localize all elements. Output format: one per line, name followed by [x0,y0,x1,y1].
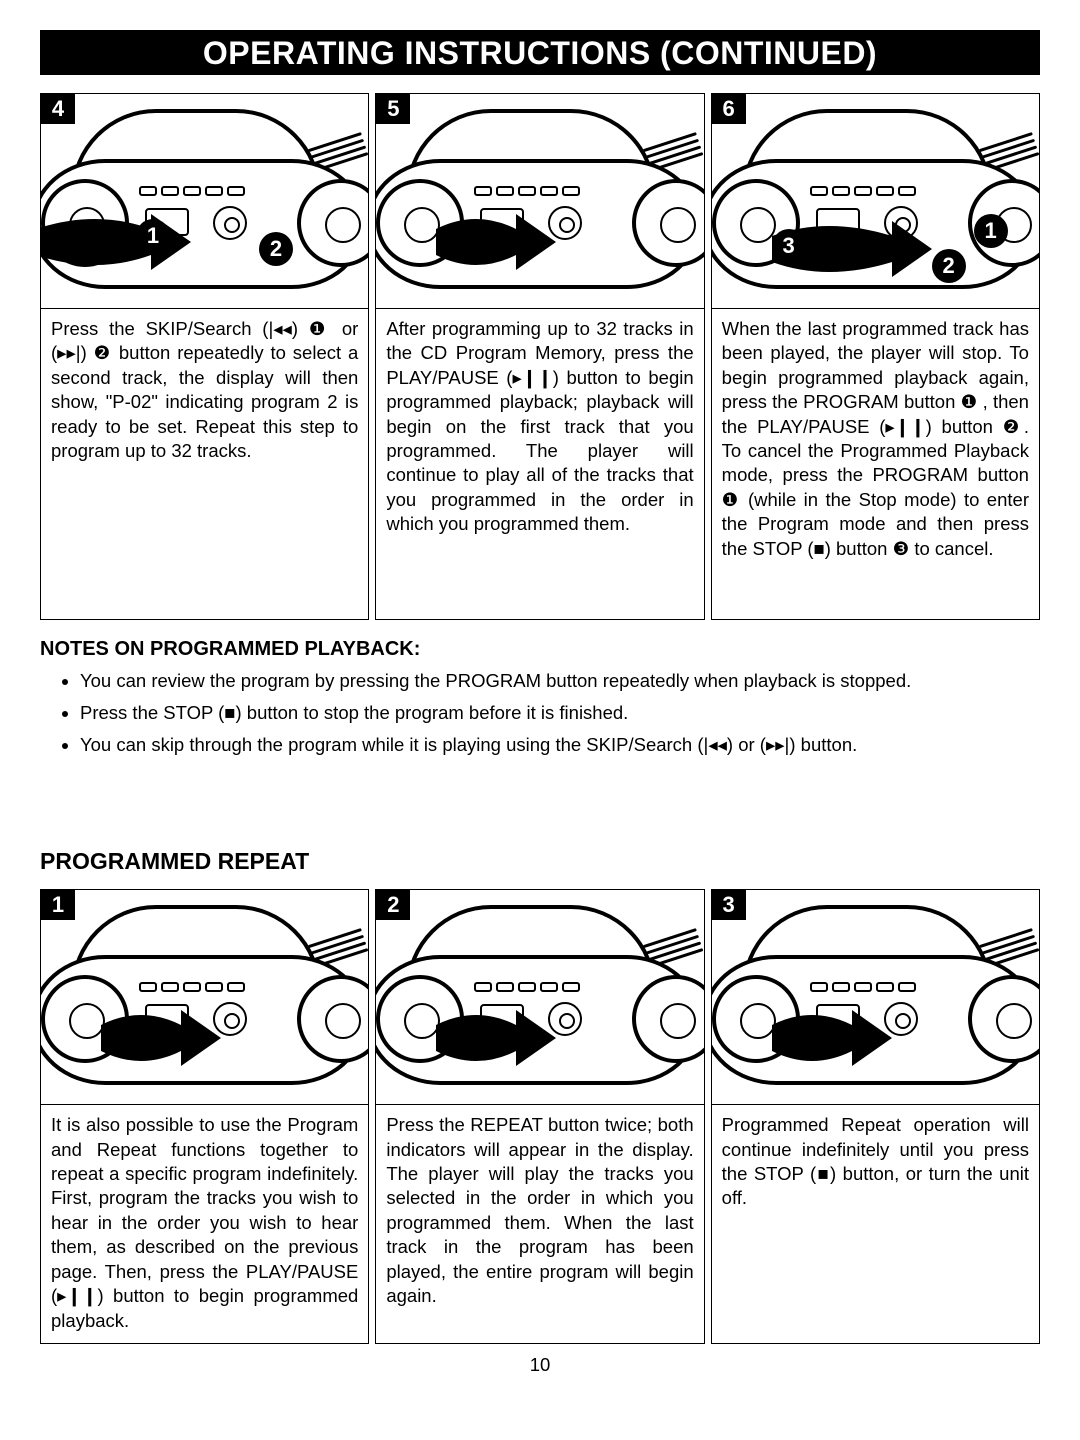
step-number-badge: 6 [712,94,746,124]
panel-2-illustration: 2 [376,890,703,1105]
page-number: 10 [40,1354,1040,1376]
text-fragment: It is also possible to use the Program a… [51,1114,358,1306]
instruction-row-1: 4 1 2 [40,93,1040,620]
page-title-bar: OPERATING INSTRUCTIONS (CONTINUED) [40,30,1040,75]
play-pause-icon: ▸❙❙ [885,416,925,437]
skip-back-icon: |◂◂ [704,734,727,755]
step-number-badge: 3 [712,890,746,920]
text-fragment: You can review the program by pressing t… [80,670,911,691]
panel-5-text: After programming up to 32 tracks in the… [376,309,703,619]
text-fragment: ) button to begin programmed playback. [51,1285,358,1330]
play-pause-icon: ▸❙❙ [512,367,552,388]
callout-1: 1 [136,219,170,253]
instruction-row-2: 1 It is also p [40,889,1040,1344]
panel-4-text: Press the SKIP/Search (|◂◂) ❶ or (▸▸|) ❷… [41,309,368,619]
notes-list: You can review the program by pressing t… [40,667,1040,758]
text-fragment: Press the SKIP/Search ( [51,318,268,339]
panel-6-text: When the last programmed track has been … [712,309,1039,619]
panel-step-4: 4 1 2 [40,93,369,620]
stop-icon: ■ [816,1163,830,1184]
text-fragment: You can skip through the program while i… [80,734,704,755]
note-item: You can review the program by pressing t… [80,667,1040,695]
circled-2-icon: ❷ [1003,416,1024,437]
text-fragment: ) or ( [727,734,766,755]
play-pause-icon: ▸❙❙ [57,1285,97,1306]
text-fragment: ) button. [789,734,857,755]
stop-icon: ■ [224,702,235,723]
notes-heading: NOTES ON PROGRAMMED PLAYBACK: [40,638,1040,661]
panel-1-illustration: 1 [41,890,368,1105]
panel-step-5: 5 After progra [375,93,704,620]
panel-step-3: 3 Programmed R [711,889,1040,1344]
panel-3-illustration: 3 [712,890,1039,1105]
callout-3: 3 [772,229,806,263]
note-item: You can skip through the program while i… [80,731,1040,759]
skip-back-icon: |◂◂ [268,318,291,339]
pointer-arrow [772,1005,892,1071]
text-fragment: ) button to stop the program before it i… [235,702,628,723]
panel-step-6: 6 1 2 3 [711,93,1040,620]
step-number-badge: 5 [376,94,410,124]
skip-fwd-icon: ▸▸| [766,734,789,755]
circled-1-icon: ❶ [309,318,331,339]
text-fragment: Press the REPEAT button twice; both indi… [386,1114,693,1306]
panel-2-text: Press the REPEAT button twice; both indi… [376,1105,703,1335]
text-fragment: ) button [926,416,1003,437]
step-number-badge: 1 [41,890,75,920]
panel-3-text: Programmed Repeat operation will continu… [712,1105,1039,1335]
section-heading: PROGRAMMED REPEAT [40,848,1040,875]
stop-icon: ■ [814,538,825,559]
text-fragment: ) button [825,538,893,559]
skip-fwd-icon: ▸▸| [57,342,80,363]
pointer-arrow [101,1005,221,1071]
panel-step-2: 2 Press the RE [375,889,704,1344]
circled-1-icon: ❶ [722,489,741,510]
step-number-badge: 2 [376,890,410,920]
panel-step-1: 1 It is also p [40,889,369,1344]
text-fragment: Press the STOP ( [80,702,224,723]
pointer-arrow [436,209,556,275]
note-item: Press the STOP (■) button to stop the pr… [80,699,1040,727]
circled-3-icon: ❸ [893,538,910,559]
callout-1: 1 [974,214,1008,248]
text-fragment: ) button to begin programmed playback; p… [386,367,693,534]
circled-2-icon: ❷ [94,342,112,363]
text-fragment: ) [81,342,94,363]
callout-2: 2 [259,232,293,266]
panel-4-illustration: 4 1 2 [41,94,368,309]
step-number-badge: 4 [41,94,75,124]
text-fragment: to cancel. [909,538,993,559]
circled-1-icon: ❶ [961,391,978,412]
panel-1-text: It is also possible to use the Program a… [41,1105,368,1343]
panel-6-illustration: 6 1 2 3 [712,94,1039,309]
pointer-arrow [436,1005,556,1071]
text-fragment: ) [292,318,309,339]
panel-5-illustration: 5 [376,94,703,309]
callout-2: 2 [932,249,966,283]
